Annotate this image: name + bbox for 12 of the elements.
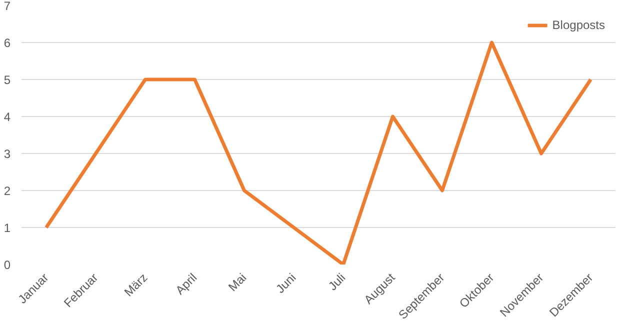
y-tick-label: 3	[4, 147, 11, 161]
legend-label: Blogposts	[552, 18, 605, 32]
line-series	[44, 40, 592, 264]
y-tick-label: 6	[4, 36, 11, 50]
y-tick-label: 2	[4, 184, 11, 198]
y-tick-label: 1	[4, 221, 11, 235]
y-tick-label: 5	[4, 73, 11, 87]
x-tick-label: Juli	[326, 270, 348, 294]
y-tick-label: 7	[4, 0, 11, 13]
x-tick-label: Mai	[226, 270, 250, 294]
y-tick-label: 4	[4, 110, 11, 124]
y-tick-label: 0	[4, 258, 11, 272]
